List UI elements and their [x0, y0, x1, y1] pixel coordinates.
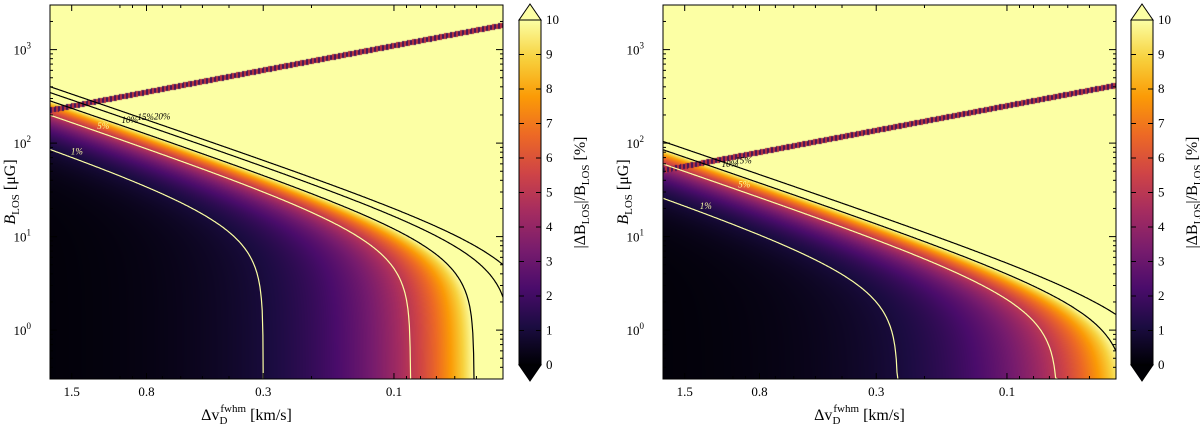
y-tick-label: 101: [627, 228, 645, 245]
colorbar-tick-label: 6: [1158, 150, 1165, 165]
contour-line-20pct: [49, 86, 504, 266]
contour-label: 15%: [137, 112, 154, 122]
colorbar-tick-label: 9: [1158, 47, 1165, 62]
colorbar-tick-label: 2: [546, 288, 553, 303]
colorbar-tick-label: 4: [546, 219, 553, 234]
colorbar-tick-label: 1: [546, 323, 553, 338]
colorbar-max-extension: [518, 3, 542, 21]
contour-label: 1%: [71, 146, 83, 156]
colorbar-tick-label: 3: [546, 254, 553, 269]
colorbar-tick-label: 5: [1158, 185, 1165, 200]
contour-line-15pct: [49, 91, 504, 298]
colorbar-tick-label: 4: [1158, 219, 1165, 234]
y-tick-label: 100: [14, 321, 32, 338]
colorbar-tick-label: 10: [1158, 12, 1171, 27]
colorbar-label: |ΔBLOS|/BLOS [%]: [1184, 136, 1200, 248]
right-panel: 1%5%10%15%1.5 0.8 0.3 0.1100101102103ΔvDfwh…: [615, 3, 1200, 427]
y-tick-label: 100: [627, 321, 645, 338]
colorbar-tick-label: 10: [546, 12, 559, 27]
x-axis-title: ΔvDfwhm [km/s]: [814, 403, 905, 427]
colorbar-tick-label: 3: [1158, 254, 1165, 269]
contour-line-1pct: [49, 148, 264, 380]
colorbar-max-extension: [1130, 3, 1154, 21]
contour-label: 20%: [154, 112, 171, 122]
colorbar-min-extension: [518, 364, 542, 382]
contour-label: 15%: [735, 156, 752, 166]
x-tick-label: 1.5: [64, 384, 80, 399]
colorbar-tick-label: 0: [1158, 357, 1165, 372]
contour-line-5pct: [49, 114, 412, 380]
colorbar-tick-label: 0: [546, 357, 553, 372]
contour-line-1pct: [662, 197, 899, 380]
contour-line-10pct: [49, 100, 475, 380]
x-tick-label: 0.8: [751, 384, 767, 399]
colorbar-tick-label: 9: [546, 47, 553, 62]
heatmap-image: [663, 5, 1116, 379]
colorbar-tick-label: 7: [1158, 116, 1165, 131]
heatmap-image: [50, 5, 503, 379]
colorbar-tick-label: 7: [546, 116, 553, 131]
colorbar-tick-label: 5: [546, 185, 553, 200]
colorbar-tick-label: 1: [1158, 323, 1165, 338]
contour-line-10pct: [662, 149, 1117, 352]
x-tick-label: 1.5: [677, 384, 693, 399]
y-axis-title: BLOS [μG]: [615, 159, 635, 224]
x-tick-label: 0.1: [999, 384, 1015, 399]
y-axis-title: BLOS [μG]: [2, 159, 22, 224]
x-tick-label: 0.3: [868, 384, 884, 399]
contour-label: 5%: [738, 179, 750, 189]
colorbar-tick-label: 8: [546, 81, 553, 96]
y-tick-label: 103: [14, 41, 32, 58]
contour-line-15pct: [662, 140, 1117, 316]
colorbar-min-extension: [1130, 364, 1154, 382]
colorbar-label: |ΔBLOS|/BLOS [%]: [572, 136, 592, 248]
left-panel: 1%5%10% 15% 20%1.5 0.8 0.3 0.1100101102103ΔvD…: [2, 3, 592, 427]
x-tick-label: 0.3: [255, 384, 271, 399]
x-tick-label: 0.1: [386, 384, 402, 399]
colorbar-tick-label: 2: [1158, 288, 1165, 303]
x-tick-label: 0.8: [138, 384, 154, 399]
contour-line-5pct: [662, 163, 1058, 380]
y-tick-label: 102: [14, 134, 32, 151]
colorbar-tick-label: 8: [1158, 81, 1165, 96]
y-tick-label: 103: [627, 41, 645, 58]
x-axis-title: ΔvDfwhm [km/s]: [201, 403, 292, 427]
colorbar-tick-label: 6: [546, 150, 553, 165]
contour-label: 1%: [700, 201, 712, 211]
contour-label: 5%: [97, 121, 109, 131]
y-tick-label: 101: [14, 228, 32, 245]
y-tick-label: 102: [627, 134, 645, 151]
